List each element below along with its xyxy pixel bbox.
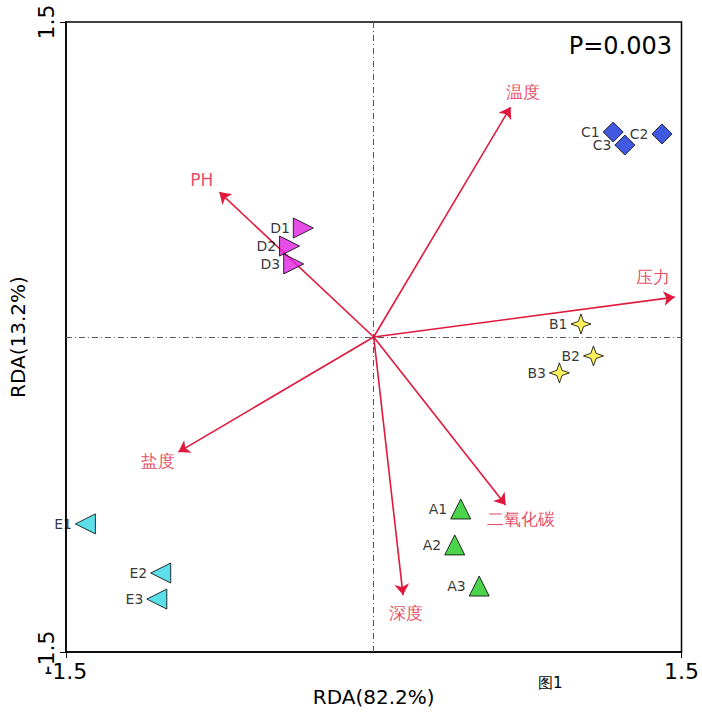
svg-text:RDA(13.2%): RDA(13.2%) (6, 276, 30, 398)
svg-text:PH: PH (190, 170, 213, 190)
svg-text:深度: 深度 (389, 603, 423, 623)
svg-text:D3: D3 (260, 256, 280, 272)
svg-text:E3: E3 (126, 591, 144, 607)
svg-text:E2: E2 (129, 565, 147, 581)
svg-text:图1: 图1 (538, 674, 563, 692)
svg-text:压力: 压力 (636, 267, 670, 287)
svg-text:C2: C2 (630, 126, 649, 142)
svg-text:-1.5: -1.5 (44, 659, 87, 684)
svg-text:A1: A1 (429, 501, 447, 517)
svg-text:B1: B1 (549, 316, 568, 332)
svg-text:D1: D1 (270, 220, 290, 236)
svg-text:B3: B3 (527, 365, 546, 381)
svg-text:D2: D2 (256, 238, 276, 254)
svg-text:A2: A2 (423, 537, 441, 553)
svg-text:二氧化碳: 二氧化碳 (487, 509, 555, 529)
svg-text:1.5: 1.5 (664, 659, 699, 684)
svg-text:E1: E1 (54, 516, 72, 532)
svg-text:RDA(82.2%): RDA(82.2%) (313, 685, 435, 709)
svg-text:-1.5: -1.5 (34, 630, 60, 674)
svg-text:1.5: 1.5 (34, 5, 59, 40)
svg-text:盐度: 盐度 (141, 451, 175, 471)
svg-text:B2: B2 (561, 348, 580, 364)
svg-text:温度: 温度 (506, 82, 540, 102)
svg-text:C1: C1 (581, 124, 600, 140)
svg-text:C3: C3 (593, 137, 612, 153)
svg-text:A3: A3 (447, 578, 465, 594)
svg-text:P=0.003: P=0.003 (569, 32, 672, 60)
